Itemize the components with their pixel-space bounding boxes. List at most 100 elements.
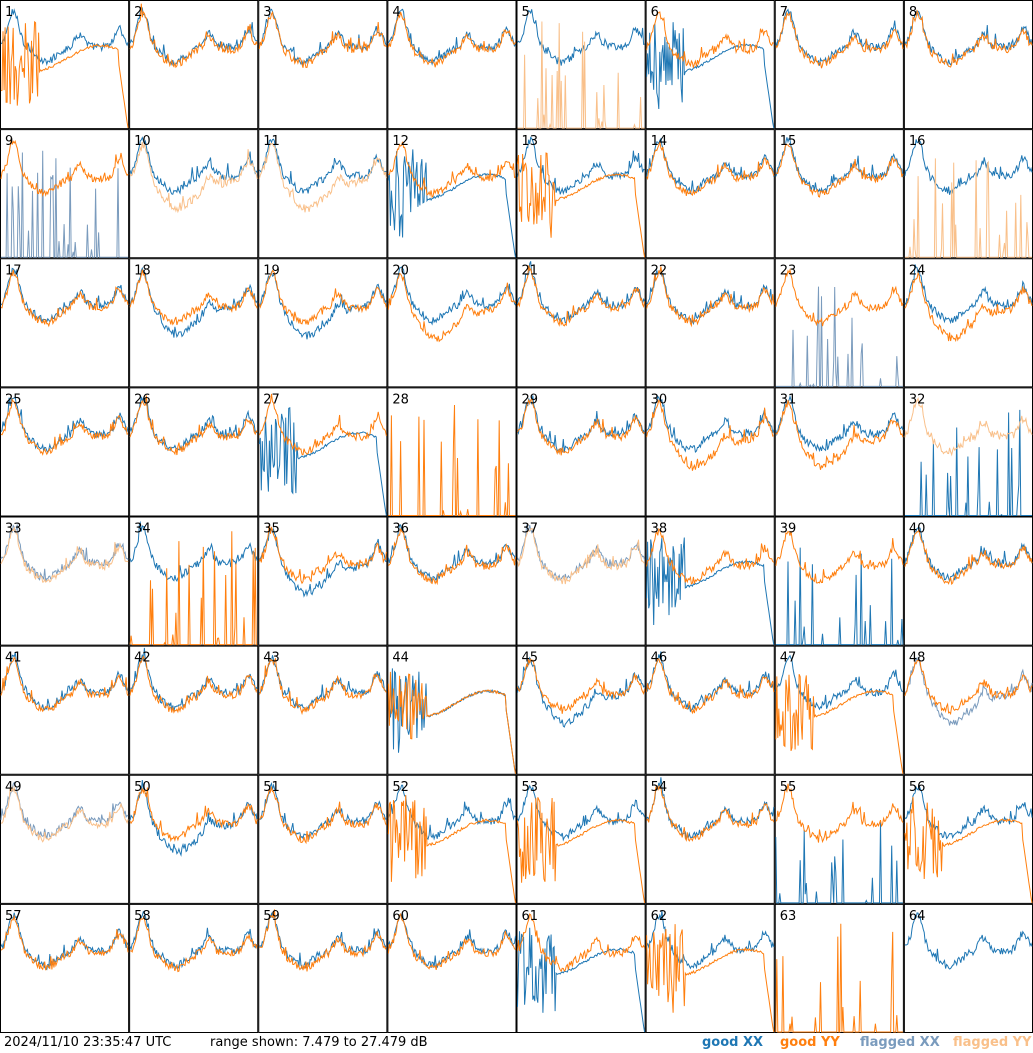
yy-trace <box>129 269 258 326</box>
yy-trace <box>0 526 129 583</box>
panel-label: 12 <box>392 134 409 149</box>
panel-frame <box>516 645 646 775</box>
xx-trace <box>129 780 258 857</box>
panel-frame <box>387 258 517 388</box>
yy-trace <box>775 11 904 69</box>
yy-trace <box>0 397 129 456</box>
xx-trace <box>258 138 387 194</box>
panel-label: 18 <box>134 263 151 278</box>
yy-trace <box>258 142 387 213</box>
panel-label: 46 <box>651 651 668 666</box>
panel-label: 11 <box>263 134 280 149</box>
panel-44: 44 <box>387 645 517 775</box>
panel-label: 49 <box>5 780 22 795</box>
xx-trace <box>258 270 387 340</box>
panel-frame <box>387 774 517 904</box>
panel-60: 60 <box>387 903 517 1033</box>
xx-trace <box>387 912 516 969</box>
panel-frame <box>645 387 775 517</box>
yy-trace <box>517 913 646 973</box>
xx-trace <box>517 9 645 66</box>
panel-53: 53 <box>516 774 646 904</box>
footer: 2024/11/10 23:35:47 UTC range shown: 7.4… <box>0 1033 1033 1053</box>
panel-frame <box>516 387 646 517</box>
panel-59: 59 <box>258 903 388 1033</box>
panel-frame <box>387 129 517 259</box>
panel-31: 31 <box>774 387 904 517</box>
panel-30: 30 <box>645 387 775 517</box>
panel-55: 55 <box>774 774 904 904</box>
panel-label: 64 <box>909 909 926 924</box>
panel-label: 47 <box>780 651 797 666</box>
panel-label: 35 <box>263 522 280 537</box>
panel-frame <box>774 387 904 517</box>
yy-trace <box>0 656 129 713</box>
panel-21: 21 <box>516 258 646 388</box>
panel-1: 1 <box>0 0 130 130</box>
panel-frame <box>774 0 904 130</box>
panel-label: 37 <box>522 522 539 537</box>
yy-trace <box>646 266 775 328</box>
panel-frame <box>645 516 775 646</box>
panel-23: 23 <box>774 258 904 388</box>
panel-frame <box>129 258 259 388</box>
panel-label: 22 <box>651 263 668 278</box>
panel-39: 39 <box>774 516 904 646</box>
yy-trace <box>517 265 646 327</box>
panel-16: 16 <box>903 129 1033 259</box>
panel-frame <box>645 0 775 130</box>
yy-trace <box>387 272 516 343</box>
panel-64: 64 <box>903 903 1033 1033</box>
panel-36: 36 <box>387 516 517 646</box>
panel-label: 27 <box>263 392 280 407</box>
yy-trace <box>517 152 646 258</box>
panel-label: 15 <box>780 134 797 149</box>
panel-frame <box>645 774 775 904</box>
panel-frame <box>387 903 517 1033</box>
panel-48: 48 <box>903 645 1033 775</box>
yy-trace <box>517 797 646 903</box>
panel-43: 43 <box>258 645 388 775</box>
yy-trace <box>646 11 775 68</box>
yy-trace <box>129 531 258 646</box>
range-text: range shown: 7.479 to 27.479 dB <box>210 1035 428 1050</box>
panel-20: 20 <box>387 258 517 388</box>
yy-trace <box>646 141 775 197</box>
yy-trace <box>517 528 645 585</box>
yy-trace <box>517 658 646 714</box>
panel-52: 52 <box>387 774 517 904</box>
panel-label: 3 <box>263 5 271 20</box>
yy-trace <box>258 269 387 325</box>
panel-25: 25 <box>0 387 130 517</box>
panel-frame <box>129 387 259 517</box>
panel-label: 39 <box>780 522 797 537</box>
panel-22: 22 <box>645 258 775 388</box>
xx-trace <box>646 537 775 645</box>
panel-18: 18 <box>129 258 259 388</box>
panel-frame <box>258 645 388 775</box>
yy-trace <box>0 138 129 198</box>
panel-56: 56 <box>903 774 1033 904</box>
panel-62: 62 <box>645 903 775 1033</box>
yy-trace <box>904 527 1033 586</box>
panel-label: 38 <box>651 522 668 537</box>
panel-frame <box>516 516 646 646</box>
panel-label: 19 <box>263 263 280 278</box>
xx-trace <box>904 656 1033 726</box>
panel-label: 51 <box>263 780 280 795</box>
yy-trace <box>646 399 774 471</box>
yy-trace <box>0 20 129 129</box>
panel-15: 15 <box>774 129 904 259</box>
panel-frame <box>258 258 388 388</box>
panel-frame <box>387 645 517 775</box>
yy-trace <box>259 909 387 972</box>
yy-trace <box>775 143 904 198</box>
panel-label: 40 <box>909 522 926 537</box>
panel-7: 7 <box>774 0 904 130</box>
xx-trace <box>0 8 129 67</box>
panel-42: 42 <box>129 645 259 775</box>
panel-54: 54 <box>645 774 775 904</box>
yy-trace <box>517 398 645 456</box>
panel-label: 44 <box>392 651 409 666</box>
